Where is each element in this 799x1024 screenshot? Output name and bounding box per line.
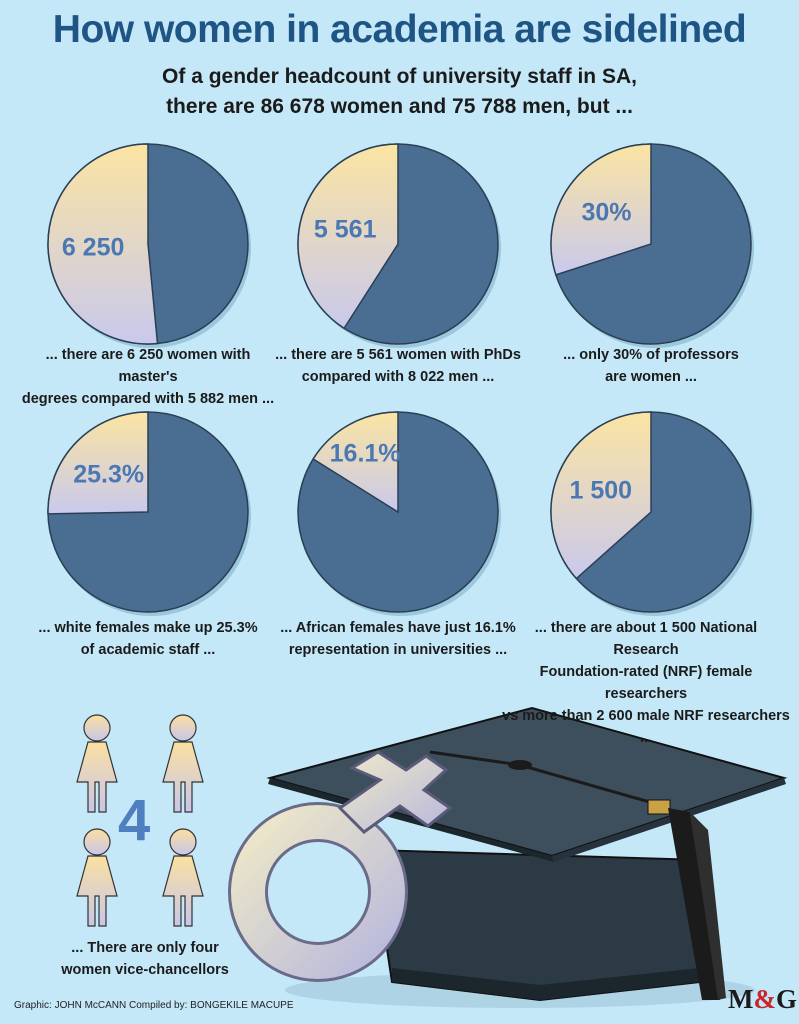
vice-chancellor-caption: ... There are only four women vice-chanc…: [45, 937, 245, 981]
pie-chart-1: 6 250: [47, 143, 251, 348]
pie-caption-line: are women ...: [605, 369, 697, 385]
vice-chancellor-caption-line-2: women vice-chancellors: [61, 962, 229, 978]
pie-slice-women: [550, 143, 652, 276]
pie-chart-6: 1 500: [550, 411, 754, 616]
subtitle: Of a gender headcount of university staf…: [0, 62, 799, 122]
pie-slice-women: [297, 143, 399, 330]
pie-slice-women: [47, 143, 159, 345]
pie-value-label: 16.1%: [330, 440, 401, 468]
graduation-cap-icon: [266, 706, 788, 1008]
logo-m: M: [728, 984, 754, 1014]
pie-value-label: 5 561: [314, 216, 377, 244]
pie-caption-line: of academic staff ...: [80, 642, 216, 658]
pie-caption-line: ... there are about 1 500 National Resea…: [534, 620, 758, 658]
pie-caption-line: Foundation-rated (NRF) female researcher…: [539, 664, 753, 702]
pie-caption-1: ... there are 6 250 women with master's d…: [18, 344, 278, 410]
logo-ampersand: &: [753, 984, 776, 1014]
pie-value-label: 30%: [581, 199, 631, 227]
pie-caption-5: ... African females have just 16.1% repre…: [268, 617, 528, 661]
pie-caption-line: ... white females make up 25.3%: [38, 620, 258, 636]
pie-chart-4: 25.3%: [47, 411, 251, 616]
pie-chart-3: 30%: [550, 143, 754, 348]
pie-caption-line: ... there are 6 250 women with master's: [45, 347, 251, 385]
vice-chancellor-caption-line-1: ... There are only four: [71, 940, 219, 956]
pie-slice-women: [312, 411, 399, 514]
pie-chart-5: 16.1%: [297, 411, 501, 616]
vice-chancellor-count: 4: [118, 788, 151, 853]
pie-slice-women: [550, 411, 652, 580]
page-title: How women in academia are sidelined: [52, 8, 747, 51]
pie-value-label: 6 250: [62, 234, 125, 262]
pie-value-label: 1 500: [570, 477, 633, 505]
pie-caption-line: ... African females have just 16.1%: [280, 620, 516, 636]
logo-g: G: [775, 984, 797, 1014]
pie-caption-line: ... only 30% of professors: [563, 347, 739, 363]
pie-caption-4: ... white females make up 25.3% of academ…: [18, 617, 278, 661]
subtitle-line-1: Of a gender headcount of university staf…: [162, 65, 637, 88]
pie-caption-line: representation in universities ...: [288, 642, 508, 658]
pie-slice-women: [47, 411, 149, 515]
pie-caption-line: ... there are 5 561 women with PhDs: [275, 347, 521, 363]
pie-caption-line: compared with 8 022 men ...: [301, 369, 495, 385]
woman-figure-icon: [76, 714, 118, 813]
pie-caption-3: ... only 30% of professors are women ...: [521, 344, 781, 388]
female-symbol-icon: [228, 750, 453, 982]
subtitle-line-2: there are 86 678 women and 75 788 men, b…: [166, 95, 633, 118]
pie-value-label: 25.3%: [73, 461, 144, 489]
pie-chart-2: 5 561: [297, 143, 501, 348]
pie-caption-6: ... there are about 1 500 National Resea…: [501, 617, 791, 749]
mg-logo: M&G: [728, 984, 797, 1015]
pie-caption-line: vs more than 2 600 male NRF researchers …: [502, 708, 790, 746]
pie-caption-2: ... there are 5 561 women with PhDs compa…: [268, 344, 528, 388]
woman-figure-icon: [76, 828, 118, 927]
pie-caption-line: degrees compared with 5 882 men ...: [21, 391, 275, 407]
woman-figure-icon: [162, 714, 204, 813]
credit-line: Graphic: JOHN McCANN Compiled by: BONGEK…: [14, 1000, 294, 1011]
woman-figure-icon: [162, 828, 204, 927]
